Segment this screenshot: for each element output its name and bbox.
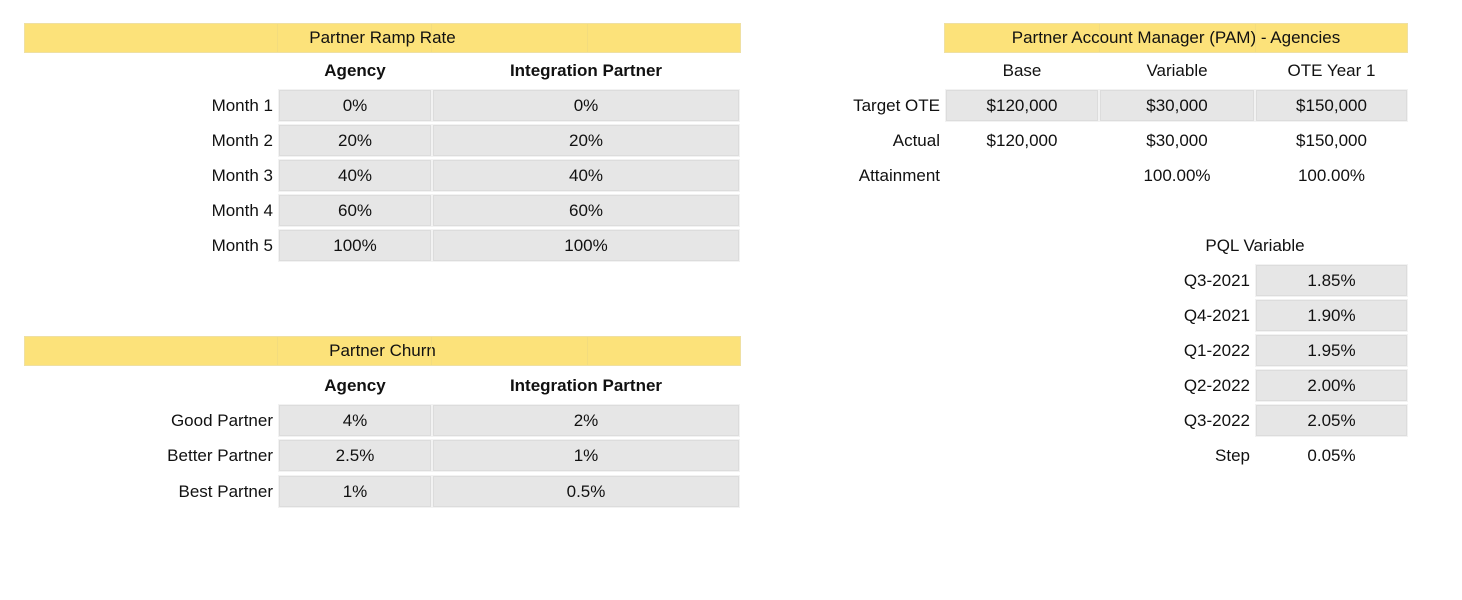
pam-variable-cell[interactable]: $30,000 [1099, 89, 1255, 122]
churn-integration-cell[interactable]: 2% [432, 404, 740, 437]
ramp-row-label: Month 4 [211, 200, 273, 220]
pam-col-variable: Variable [1146, 60, 1208, 80]
pql-row-label: Q1-2022 [1183, 340, 1250, 360]
ramp-agency-cell[interactable]: 40% [278, 159, 432, 192]
churn-integration-cell[interactable]: 0.5% [432, 475, 740, 508]
pam-base-cell [945, 159, 1099, 192]
ramp-agency-cell[interactable]: 0% [278, 89, 432, 122]
pam-base-cell[interactable]: $120,000 [945, 89, 1099, 122]
churn-header: Partner Churn [24, 336, 741, 366]
churn-row-label: Better Partner [167, 445, 273, 465]
churn-agency-cell[interactable]: 2.5% [278, 439, 432, 472]
pam-header: Partner Account Manager (PAM) - Agencies [944, 23, 1408, 53]
ramp-agency-cell[interactable]: 100% [278, 229, 432, 262]
pam-base-cell: $120,000 [986, 130, 1058, 150]
pql-row-label: Q2-2022 [1183, 375, 1250, 395]
ramp-title: Partner Ramp Rate [309, 28, 456, 47]
pql-step-value: 0.05% [1307, 445, 1356, 465]
ramp-integration-cell[interactable]: 100% [432, 229, 740, 262]
ramp-row-label: Month 1 [211, 95, 273, 115]
pql-step-label: Step [1215, 445, 1250, 465]
pam-title: Partner Account Manager (PAM) - Agencies [1011, 28, 1341, 47]
pam-row-label: Target OTE [853, 95, 940, 115]
pam-row-label: Attainment [858, 165, 940, 185]
pql-row-label: Q3-2022 [1183, 410, 1250, 430]
churn-integration-cell[interactable]: 1% [432, 439, 740, 472]
pql-value-cell[interactable]: 2.00% [1255, 369, 1408, 402]
pam-ote-cell: 100.00% [1297, 165, 1366, 185]
pam-col-base: Base [1002, 60, 1042, 80]
ramp-integration-cell[interactable]: 60% [432, 194, 740, 227]
pam-ote-cell[interactable]: $150,000 [1255, 89, 1408, 122]
pam-ote-cell: $150,000 [1296, 130, 1367, 150]
ramp-col-integration: Integration Partner [509, 60, 663, 80]
pam-variable-cell: 100.00% [1143, 165, 1211, 185]
ramp-integration-cell[interactable]: 0% [432, 89, 740, 122]
churn-col-agency: Agency [324, 375, 386, 395]
pam-col-ote: OTE Year 1 [1287, 60, 1376, 80]
churn-col-integration: Integration Partner [509, 375, 663, 395]
churn-title: Partner Churn [329, 341, 436, 360]
ramp-header: Partner Ramp Rate [24, 23, 741, 53]
pql-value-cell[interactable]: 1.90% [1255, 299, 1408, 332]
churn-row-label: Good Partner [170, 410, 273, 430]
pam-row-label: Actual [892, 130, 940, 150]
ramp-row-label: Month 3 [211, 165, 273, 185]
pql-value-cell[interactable]: 1.85% [1255, 264, 1408, 297]
ramp-row-label: Month 2 [211, 130, 273, 150]
ramp-integration-cell[interactable]: 40% [432, 159, 740, 192]
churn-agency-cell[interactable]: 1% [278, 475, 432, 508]
pql-value-cell[interactable]: 2.05% [1255, 404, 1408, 437]
churn-agency-cell[interactable]: 4% [278, 404, 432, 437]
pam-variable-cell: $30,000 [1146, 130, 1208, 150]
pql-row-label: Q3-2021 [1183, 270, 1250, 290]
ramp-integration-cell[interactable]: 20% [432, 124, 740, 157]
churn-row-label: Best Partner [178, 481, 274, 501]
ramp-row-label: Month 5 [211, 235, 273, 255]
pql-row-label: Q4-2021 [1183, 305, 1250, 325]
ramp-col-agency: Agency [324, 60, 386, 80]
ramp-agency-cell[interactable]: 20% [278, 124, 432, 157]
pql-value-cell[interactable]: 1.95% [1255, 334, 1408, 367]
ramp-agency-cell[interactable]: 60% [278, 194, 432, 227]
pql-title: PQL Variable [1205, 235, 1305, 255]
